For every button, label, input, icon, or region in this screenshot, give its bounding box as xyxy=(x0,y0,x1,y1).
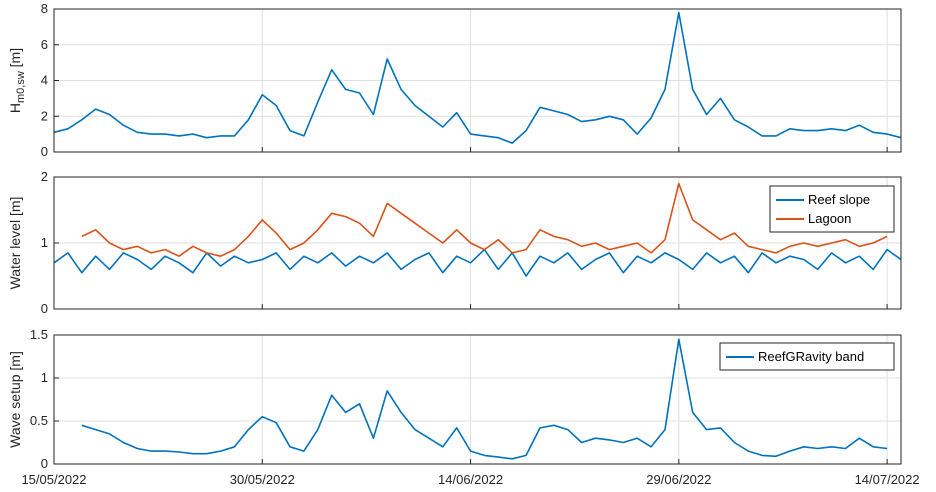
axes-frame xyxy=(53,334,902,465)
x-tick-label: 15/05/2022 xyxy=(21,472,86,487)
y-tick-label: 0.5 xyxy=(30,413,48,428)
axes-frame xyxy=(53,176,902,310)
y-tick-label: 1 xyxy=(41,235,48,250)
y-tick-label: 0 xyxy=(41,144,48,159)
legend-entry: Lagoon xyxy=(808,211,851,226)
series-line-lagoon xyxy=(81,182,888,258)
axes-frame xyxy=(53,8,902,153)
y-axis-label: Hm0,sw [m] xyxy=(7,48,27,113)
legend: Reef slope Lagoon xyxy=(769,185,895,233)
x-tick-label: 14/06/2022 xyxy=(438,472,503,487)
x-tick-label: 14/07/2022 xyxy=(855,472,920,487)
series-line-hs xyxy=(53,11,902,144)
legend: ReefGRavity band xyxy=(719,342,895,371)
series-line-reef-slope xyxy=(53,248,902,277)
legend-entry: Reef slope xyxy=(808,192,870,207)
y-tick-label: 6 xyxy=(41,37,48,52)
y-tick-label: 0 xyxy=(41,456,48,471)
y-tick-label: 8 xyxy=(41,1,48,16)
series-line-reefgravity-band xyxy=(81,338,888,460)
x-tick-label: 29/06/2022 xyxy=(646,472,711,487)
legend-entry: ReefGRavity band xyxy=(758,349,864,364)
y-tick-label: 1 xyxy=(41,370,48,385)
y-tick-label: 1.5 xyxy=(30,327,48,342)
panel-1: 0 2 4 6 8 Hm0,sw [m] xyxy=(7,1,902,159)
legend-box xyxy=(769,185,895,233)
y-tick-label: 2 xyxy=(41,169,48,184)
y-axis-label: Water level [m] xyxy=(7,197,23,290)
y-tick-label: 0 xyxy=(41,301,48,316)
y-tick-label: 2 xyxy=(41,108,48,123)
panel-3: 0 0.5 1 1.5 Wave setup [m] ReefGRavity band 15… xyxy=(7,327,920,487)
x-tick-label: 30/05/2022 xyxy=(230,472,295,487)
panel-2: 0 1 2 Water level [m] Reef slope Lagoon xyxy=(7,169,902,316)
y-axis-label: Wave setup [m] xyxy=(7,351,23,448)
y-tick-label: 4 xyxy=(41,73,48,88)
